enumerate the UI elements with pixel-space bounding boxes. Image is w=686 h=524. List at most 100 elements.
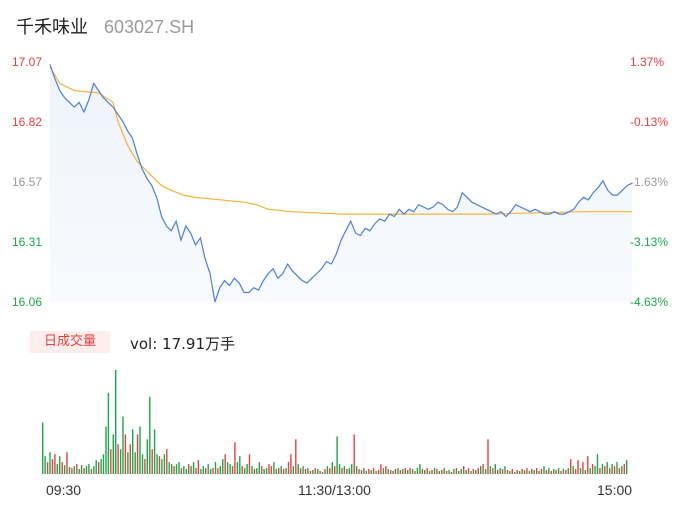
volume-bar [497,470,499,474]
volume-bar [458,471,460,474]
volume-bar [560,471,562,474]
volume-bar [205,468,207,474]
volume-bar [363,468,365,474]
volume-bar [390,470,392,474]
volume-bar [467,468,470,474]
volume-bar [68,467,71,474]
volume-bar [319,471,321,474]
volume-bar [409,468,411,474]
volume-bar [599,468,601,474]
volume-bar [166,449,168,474]
volume-bar [487,439,489,474]
y-left-tick: 16.06 [12,295,43,309]
volume-bar [200,469,202,474]
volume-bar [518,471,521,474]
volume-bar [88,464,90,474]
volume-bar [183,466,185,474]
volume-bar [618,468,621,474]
volume-bar [80,465,83,474]
volume-bar [380,464,382,474]
price-line [49,64,633,303]
volume-bar [501,469,504,474]
volume-bar [336,436,338,474]
volume-bar [450,472,453,474]
volume-bar [621,466,623,474]
volume-bar [567,468,569,474]
volume-bar [428,471,431,474]
volume-bar [136,434,139,474]
volume-bar [134,452,136,474]
volume-bar [195,468,197,474]
volume-bar [127,452,129,474]
volume-bar [504,466,506,474]
volume-bar [297,464,299,474]
volume-bar [445,471,448,474]
volume-bar [570,459,572,474]
volume-bar [275,469,277,474]
volume-bar [312,470,314,474]
volume-bar [188,464,190,474]
volume-bar [290,454,292,474]
volume-bar [589,468,591,474]
volume-bar [265,468,268,474]
volume-bar [480,466,482,474]
volume-bar [280,466,282,474]
y-left-tick: 16.31 [12,235,43,249]
volume-bar [365,471,367,474]
volume-bar [538,471,540,474]
volume-bar [382,468,385,474]
x-tick-open: 09:30 [46,482,82,498]
volume-bar [489,466,492,474]
volume-bar [144,459,146,474]
daily-volume-tab[interactable]: 日成交量 [30,331,110,353]
volume-bar [543,466,545,474]
volume-bar [161,459,163,474]
volume-bar [424,470,426,474]
volume-bar [360,470,363,474]
volume-bar [248,454,251,474]
volume-bar [343,466,346,474]
volume-bar [146,439,148,474]
volume-bar [309,471,312,474]
volume-bar [202,466,204,474]
volume-bar [171,464,173,474]
volume-bar [42,422,44,474]
volume-bar [623,464,625,474]
volume-bar [516,470,518,474]
y-left-tick: 17.07 [12,55,43,69]
volume-bar [431,470,433,474]
volume-bar [93,466,95,474]
volume-bar [268,464,270,474]
volume-bar [555,470,557,474]
volume-bar [66,452,68,474]
volume-bar [536,468,538,474]
volume-bar [209,469,212,474]
volume-bar [224,454,226,474]
volume-bar [533,470,535,474]
volume-bar [338,464,341,474]
volume-bar [151,449,153,474]
volume-bar [273,462,275,474]
volume-bar [548,468,550,474]
volume-bar [574,469,577,474]
volume-bar [609,468,611,474]
volume-bar [441,470,443,474]
volume-bar [292,466,294,474]
x-tick-midday: 11:30/13:00 [298,482,371,498]
volume-bar [173,466,175,474]
x-tick-close: 15:00 [597,482,633,498]
volume-bar [307,468,309,474]
volume-bar [321,472,324,474]
volume-bar [156,454,158,474]
volume-bar [492,468,494,474]
volume-bar [377,470,380,474]
volume-bar [246,464,248,474]
volume-bar [302,466,304,474]
volume-bar [175,464,178,474]
volume-bar [626,460,628,474]
volume-bar [217,468,219,474]
volume-bar [282,469,285,474]
volume-bar [436,469,438,474]
volume-bar [421,469,423,474]
